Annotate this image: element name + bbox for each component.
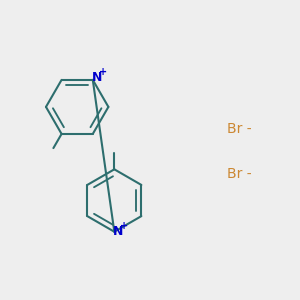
Text: N: N [92,71,102,84]
Text: +: + [98,68,107,77]
Text: Br -: Br - [227,167,252,181]
Text: Br -: Br - [227,122,252,136]
Text: N: N [113,225,123,238]
Text: +: + [120,221,128,231]
